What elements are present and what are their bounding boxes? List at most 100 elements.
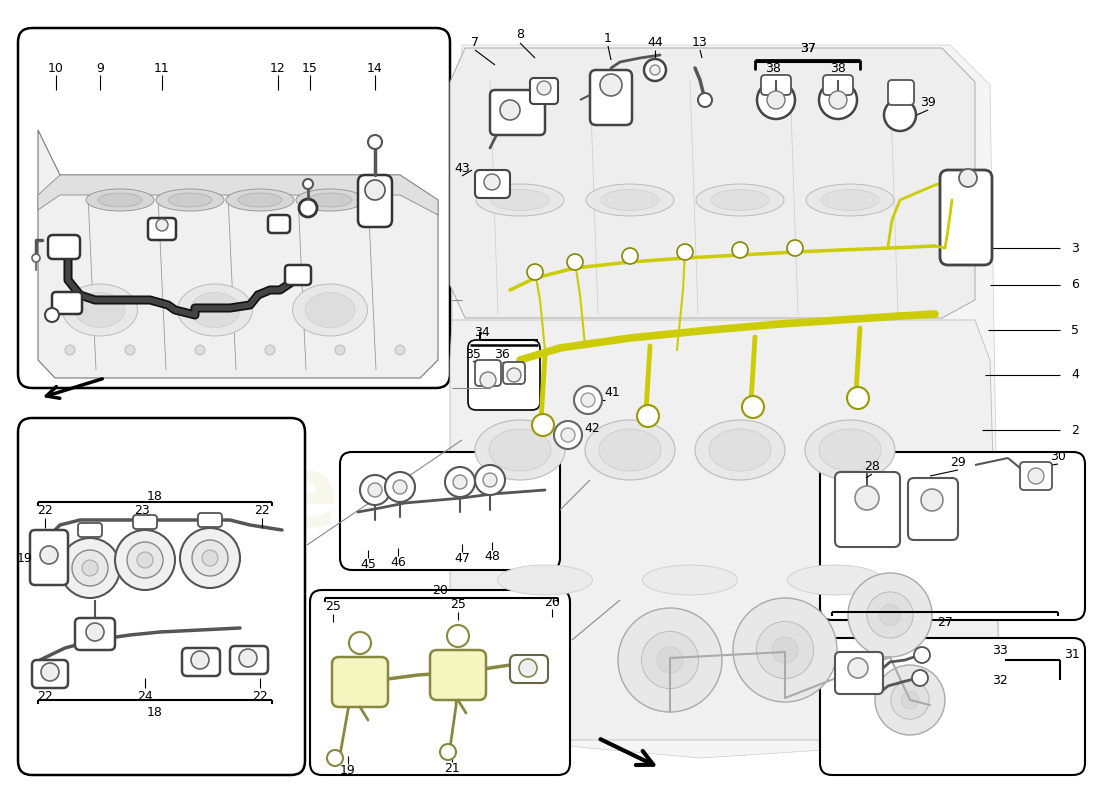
- Text: 7: 7: [471, 35, 478, 49]
- FancyBboxPatch shape: [18, 28, 450, 388]
- Circle shape: [299, 199, 317, 217]
- Text: 11: 11: [154, 62, 169, 74]
- Circle shape: [65, 345, 75, 355]
- Text: 48: 48: [484, 550, 499, 562]
- Circle shape: [82, 560, 98, 576]
- Circle shape: [500, 100, 520, 120]
- Circle shape: [650, 65, 660, 75]
- Ellipse shape: [190, 293, 240, 327]
- Ellipse shape: [805, 420, 895, 480]
- Ellipse shape: [497, 565, 593, 595]
- Circle shape: [483, 473, 497, 487]
- Text: 14: 14: [367, 62, 383, 74]
- Ellipse shape: [238, 193, 282, 207]
- FancyBboxPatch shape: [133, 515, 157, 529]
- Circle shape: [336, 345, 345, 355]
- Ellipse shape: [63, 284, 138, 336]
- Text: 46: 46: [390, 555, 406, 569]
- Text: 37: 37: [800, 42, 816, 54]
- Text: 18: 18: [147, 706, 163, 718]
- Circle shape: [480, 372, 496, 388]
- Circle shape: [867, 592, 913, 638]
- Ellipse shape: [168, 193, 212, 207]
- Circle shape: [191, 651, 209, 669]
- Ellipse shape: [226, 189, 294, 211]
- FancyBboxPatch shape: [310, 590, 570, 775]
- Circle shape: [848, 573, 932, 657]
- FancyBboxPatch shape: [820, 452, 1085, 620]
- FancyBboxPatch shape: [332, 657, 388, 707]
- Circle shape: [192, 540, 228, 576]
- FancyBboxPatch shape: [590, 70, 632, 125]
- FancyBboxPatch shape: [48, 235, 80, 259]
- Ellipse shape: [476, 184, 564, 216]
- Text: 3: 3: [1071, 242, 1079, 254]
- Circle shape: [912, 670, 928, 686]
- Circle shape: [618, 608, 722, 712]
- Circle shape: [349, 632, 371, 654]
- Text: eus: eus: [271, 451, 470, 549]
- Circle shape: [138, 552, 153, 568]
- FancyBboxPatch shape: [820, 638, 1085, 775]
- Text: 30: 30: [1050, 450, 1066, 462]
- Circle shape: [156, 219, 168, 231]
- Circle shape: [848, 658, 868, 678]
- Circle shape: [395, 345, 405, 355]
- Ellipse shape: [788, 565, 882, 595]
- FancyBboxPatch shape: [835, 472, 900, 547]
- Circle shape: [45, 308, 59, 322]
- Circle shape: [180, 528, 240, 588]
- Ellipse shape: [177, 284, 253, 336]
- Circle shape: [554, 421, 582, 449]
- Circle shape: [440, 744, 456, 760]
- Text: 27: 27: [937, 615, 953, 629]
- Circle shape: [532, 414, 554, 436]
- Circle shape: [385, 472, 415, 502]
- Text: 24: 24: [138, 690, 153, 702]
- Circle shape: [239, 649, 257, 667]
- Text: 36: 36: [494, 347, 510, 361]
- Ellipse shape: [491, 190, 549, 210]
- Ellipse shape: [696, 184, 784, 216]
- Text: 6: 6: [1071, 278, 1079, 291]
- Circle shape: [561, 428, 575, 442]
- Text: 9: 9: [96, 62, 103, 74]
- Circle shape: [733, 598, 837, 702]
- Circle shape: [786, 240, 803, 256]
- Circle shape: [855, 486, 879, 510]
- Circle shape: [507, 368, 521, 382]
- Ellipse shape: [710, 429, 771, 471]
- Text: 39: 39: [920, 95, 936, 109]
- Text: 45: 45: [360, 558, 376, 570]
- Circle shape: [676, 244, 693, 260]
- Circle shape: [772, 637, 798, 663]
- Circle shape: [621, 248, 638, 264]
- Circle shape: [72, 550, 108, 586]
- Text: 85: 85: [840, 442, 980, 538]
- Polygon shape: [450, 320, 1000, 740]
- Text: 44: 44: [647, 35, 663, 49]
- Text: 21: 21: [444, 762, 460, 774]
- Text: 4: 4: [1071, 369, 1079, 382]
- Circle shape: [1028, 468, 1044, 484]
- Circle shape: [446, 467, 475, 497]
- Text: 43: 43: [454, 162, 470, 174]
- Circle shape: [365, 180, 385, 200]
- Text: 20: 20: [432, 583, 448, 597]
- Text: 47: 47: [454, 551, 470, 565]
- FancyBboxPatch shape: [908, 478, 958, 540]
- Ellipse shape: [296, 189, 364, 211]
- Text: 22: 22: [254, 503, 270, 517]
- Ellipse shape: [156, 189, 224, 211]
- Circle shape: [767, 91, 785, 109]
- FancyBboxPatch shape: [32, 660, 68, 688]
- FancyBboxPatch shape: [468, 340, 540, 410]
- Text: 2: 2: [1071, 423, 1079, 437]
- Circle shape: [829, 91, 847, 109]
- Circle shape: [125, 345, 135, 355]
- Text: 33: 33: [992, 643, 1008, 657]
- Text: 13: 13: [692, 35, 708, 49]
- Circle shape: [820, 81, 857, 119]
- FancyBboxPatch shape: [358, 175, 392, 227]
- Text: 25: 25: [326, 601, 341, 614]
